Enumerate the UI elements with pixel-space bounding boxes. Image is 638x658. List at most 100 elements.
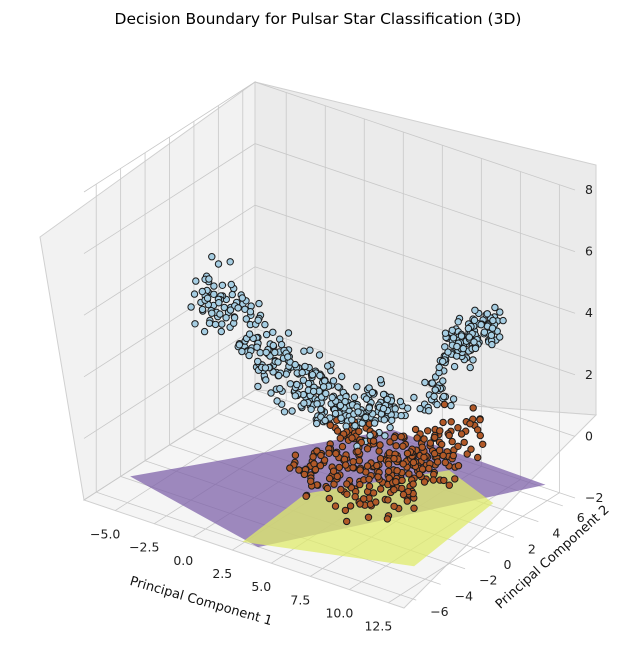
point-class-1 — [463, 450, 471, 458]
point-class-0 — [308, 371, 317, 379]
point-class-0 — [321, 377, 329, 385]
point-class-0 — [210, 282, 218, 290]
point-class-1 — [343, 490, 351, 498]
point-class-1 — [433, 458, 442, 466]
x-tick-label: 2.5 — [212, 566, 232, 581]
point-class-0 — [313, 419, 321, 428]
point-class-1 — [365, 482, 374, 490]
point-class-1 — [399, 442, 407, 450]
point-class-0 — [192, 277, 200, 285]
point-class-0 — [381, 432, 389, 440]
point-class-0 — [267, 389, 275, 397]
point-class-1 — [363, 445, 372, 453]
point-class-1 — [384, 460, 393, 468]
y-tick-label: 6 — [577, 510, 585, 525]
point-class-1 — [420, 435, 428, 443]
point-class-0 — [226, 306, 235, 314]
point-class-1 — [302, 492, 310, 500]
point-class-1 — [451, 475, 459, 483]
y-tick-label: −2 — [479, 573, 497, 588]
point-class-0 — [198, 287, 207, 296]
point-class-1 — [420, 453, 428, 461]
point-class-0 — [376, 376, 385, 384]
point-class-0 — [300, 347, 308, 355]
point-class-0 — [253, 343, 261, 351]
x-tick-label: −2.5 — [129, 540, 159, 555]
point-class-0 — [368, 388, 377, 397]
point-class-1 — [372, 498, 380, 506]
z-tick-label: 6 — [585, 244, 593, 259]
point-class-0 — [496, 308, 504, 316]
point-class-0 — [391, 405, 399, 413]
point-class-0 — [329, 377, 338, 385]
point-class-1 — [399, 460, 407, 468]
point-class-1 — [325, 494, 333, 503]
point-class-0 — [370, 419, 379, 427]
point-class-0 — [469, 356, 477, 364]
point-class-0 — [354, 408, 362, 416]
point-class-0 — [291, 392, 299, 400]
point-class-0 — [208, 309, 216, 317]
point-class-0 — [187, 303, 195, 311]
chart-title: Decision Boundary for Pulsar Star Classi… — [115, 10, 522, 28]
point-class-0 — [218, 281, 227, 289]
point-class-0 — [410, 393, 418, 402]
point-class-1 — [390, 486, 398, 494]
point-class-0 — [464, 324, 473, 333]
point-class-1 — [479, 440, 487, 448]
point-class-0 — [217, 327, 226, 336]
point-class-0 — [439, 377, 447, 385]
point-class-0 — [449, 334, 458, 342]
point-class-1 — [405, 470, 413, 478]
point-class-1 — [440, 476, 448, 485]
point-class-1 — [448, 437, 456, 446]
point-class-0 — [471, 306, 479, 314]
point-class-1 — [336, 434, 344, 442]
point-class-1 — [329, 467, 338, 475]
point-class-1 — [415, 470, 424, 479]
point-class-0 — [350, 393, 359, 401]
point-class-1 — [384, 496, 392, 504]
point-class-0 — [238, 347, 246, 356]
point-class-0 — [365, 404, 373, 412]
point-class-1 — [337, 485, 345, 494]
scatter-points — [187, 253, 507, 526]
point-class-1 — [445, 431, 453, 440]
point-class-0 — [383, 395, 391, 404]
point-class-0 — [234, 304, 242, 312]
point-class-0 — [457, 332, 466, 340]
point-class-0 — [215, 299, 223, 307]
z-tick-label: 8 — [585, 182, 593, 197]
point-class-0 — [404, 404, 412, 412]
point-class-0 — [242, 315, 251, 323]
point-class-0 — [222, 314, 230, 322]
point-class-0 — [466, 363, 474, 372]
point-class-1 — [431, 433, 439, 442]
point-class-0 — [301, 362, 309, 371]
point-class-0 — [441, 343, 449, 351]
point-class-0 — [307, 405, 315, 413]
z-grid-line — [83, 81, 576, 193]
point-class-0 — [496, 333, 504, 341]
y-tick-labels: −6 −4 −2 0 2 4 6 — [430, 510, 585, 619]
point-class-1 — [342, 461, 350, 469]
point-class-0 — [433, 400, 441, 409]
point-class-1 — [476, 416, 484, 424]
point-class-1 — [420, 478, 429, 486]
point-class-0 — [386, 423, 394, 432]
point-class-0 — [334, 383, 342, 391]
point-class-0 — [245, 330, 254, 338]
point-class-1 — [307, 477, 315, 485]
point-class-1 — [333, 427, 342, 435]
point-class-0 — [261, 364, 270, 372]
x-tick-label: 12.5 — [364, 619, 392, 634]
point-class-1 — [413, 434, 421, 442]
point-class-1 — [426, 439, 435, 447]
point-class-0 — [322, 389, 330, 398]
x-tick-label: 0.0 — [173, 553, 193, 568]
point-class-1 — [374, 473, 382, 481]
point-class-0 — [317, 405, 325, 414]
z-tick-label: 4 — [585, 305, 593, 320]
point-class-0 — [254, 357, 262, 366]
point-class-0 — [288, 407, 296, 415]
